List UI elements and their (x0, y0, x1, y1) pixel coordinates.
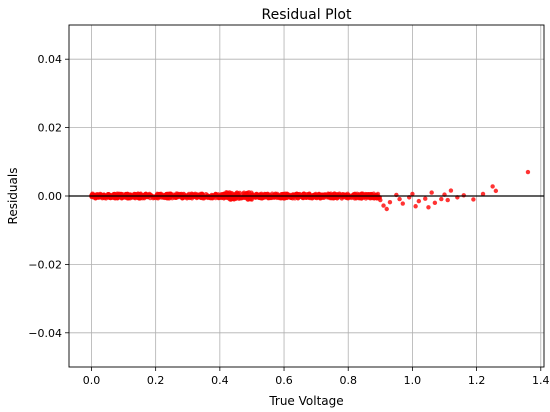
residual-point (346, 194, 351, 199)
residual-point (224, 193, 229, 198)
residual-point (378, 197, 383, 203)
residual-point (236, 196, 242, 201)
residual-point (387, 199, 393, 205)
x-tick-label: 0.6 (275, 374, 293, 387)
residual-point (448, 188, 454, 193)
residual-point (432, 200, 438, 206)
y-tick-label: −0.02 (28, 258, 62, 271)
y-tick-label: 0.00 (38, 190, 63, 203)
residual-point (381, 203, 386, 208)
residual-point (525, 169, 531, 175)
residual-point (480, 191, 486, 197)
residual-point (191, 194, 197, 199)
axis-ticks: 0.0 0.2 0.4 0.6 0.8 1.0 1.2 1.4 −0.04 −0.02 0.00 0.… (28, 53, 549, 387)
y-tick-label: 0.04 (38, 53, 63, 66)
residual-point (288, 194, 293, 199)
residual-point (439, 196, 444, 202)
y-tick-label: −0.04 (28, 327, 62, 340)
residual-point (249, 193, 255, 198)
residual-point (423, 196, 428, 201)
residual-point (256, 194, 261, 199)
residual-point (413, 204, 418, 209)
residual-point (339, 196, 345, 201)
residual-point (243, 191, 248, 197)
y-tick-label: 0.02 (38, 122, 63, 135)
residual-point (275, 193, 280, 198)
x-axis-title: True Voltage (268, 394, 343, 408)
residual-point (426, 205, 431, 210)
residual-point (153, 194, 158, 199)
residual-point (493, 188, 499, 194)
residual-point (471, 197, 476, 202)
x-tick-label: 1.4 (532, 374, 550, 387)
residual-point (134, 193, 139, 198)
residual-point (211, 193, 216, 198)
residual-point (384, 206, 389, 212)
chart-title: Residual Plot (262, 7, 352, 23)
residual-point (301, 195, 306, 201)
residual-point (490, 184, 495, 189)
residual-point (103, 196, 109, 201)
x-tick-label: 0.2 (147, 374, 165, 387)
residual-point (461, 193, 466, 198)
residual-point (397, 196, 402, 202)
residual-point (89, 193, 94, 198)
residual-point (281, 196, 287, 201)
residual-point (320, 193, 325, 198)
residual-point (445, 197, 450, 203)
y-axis-title: Residuals (6, 168, 20, 225)
x-tick-label: 1.0 (404, 374, 422, 387)
x-tick-label: 0.4 (211, 374, 229, 387)
x-tick-label: 1.2 (468, 374, 486, 387)
residual-point (410, 191, 415, 197)
residual-point (301, 191, 306, 196)
residual-point (429, 190, 434, 195)
residual-point (371, 195, 377, 201)
residual-point (400, 201, 405, 206)
x-tick-label: 0.0 (83, 374, 101, 387)
residual-point (108, 194, 113, 199)
residual-point (105, 191, 111, 197)
residual-point (172, 193, 178, 198)
residual-point (365, 193, 370, 198)
x-tick-label: 0.8 (339, 374, 357, 387)
residual-point (416, 198, 422, 204)
